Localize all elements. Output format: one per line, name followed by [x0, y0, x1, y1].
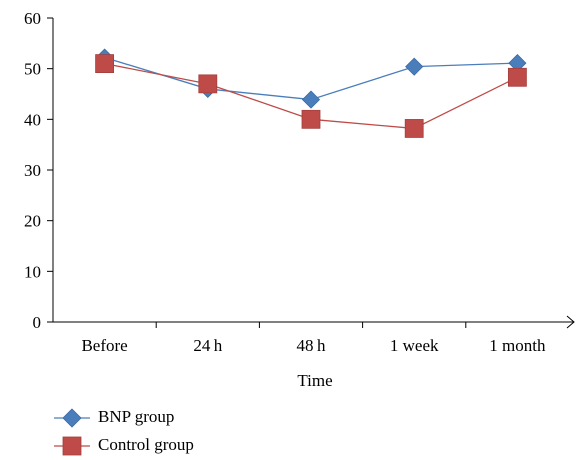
y-tick-label: 10	[24, 262, 41, 281]
x-tick-label: 48 h	[297, 336, 326, 355]
data-point	[405, 57, 424, 76]
x-axis-ticks: Before 24 h 48 h 1 week 1 month	[81, 322, 546, 355]
legend-label-bnp: BNP group	[98, 407, 175, 426]
data-point	[198, 74, 218, 94]
series-markers-1	[95, 54, 527, 138]
series-layer	[95, 48, 527, 138]
diamond-marker-icon	[54, 408, 90, 428]
x-tick-label: 24 h	[193, 336, 222, 355]
y-tick-label: 50	[24, 60, 41, 79]
y-tick-label: 30	[24, 161, 41, 180]
data-point	[301, 109, 321, 129]
data-point	[95, 54, 114, 73]
x-axis-arrow-icon	[566, 315, 575, 329]
square-marker-icon	[54, 436, 90, 456]
y-axis-ticks: 0 10 20 30 40 50 60	[24, 9, 53, 332]
data-point	[404, 119, 424, 138]
y-tick-label: 60	[24, 9, 41, 28]
x-tick-label: Before	[81, 336, 127, 355]
legend-label-control: Control group	[98, 435, 194, 454]
axes	[52, 18, 575, 329]
data-point	[507, 67, 527, 87]
x-tick-label: 1 month	[489, 336, 546, 355]
y-tick-label: 40	[24, 110, 41, 129]
y-tick-label: 0	[33, 313, 42, 332]
data-point	[301, 90, 321, 109]
series-markers-0	[95, 48, 527, 109]
y-tick-label: 20	[24, 212, 41, 231]
x-axis-label: Time	[297, 371, 332, 390]
x-tick-label: 1 week	[390, 336, 439, 355]
